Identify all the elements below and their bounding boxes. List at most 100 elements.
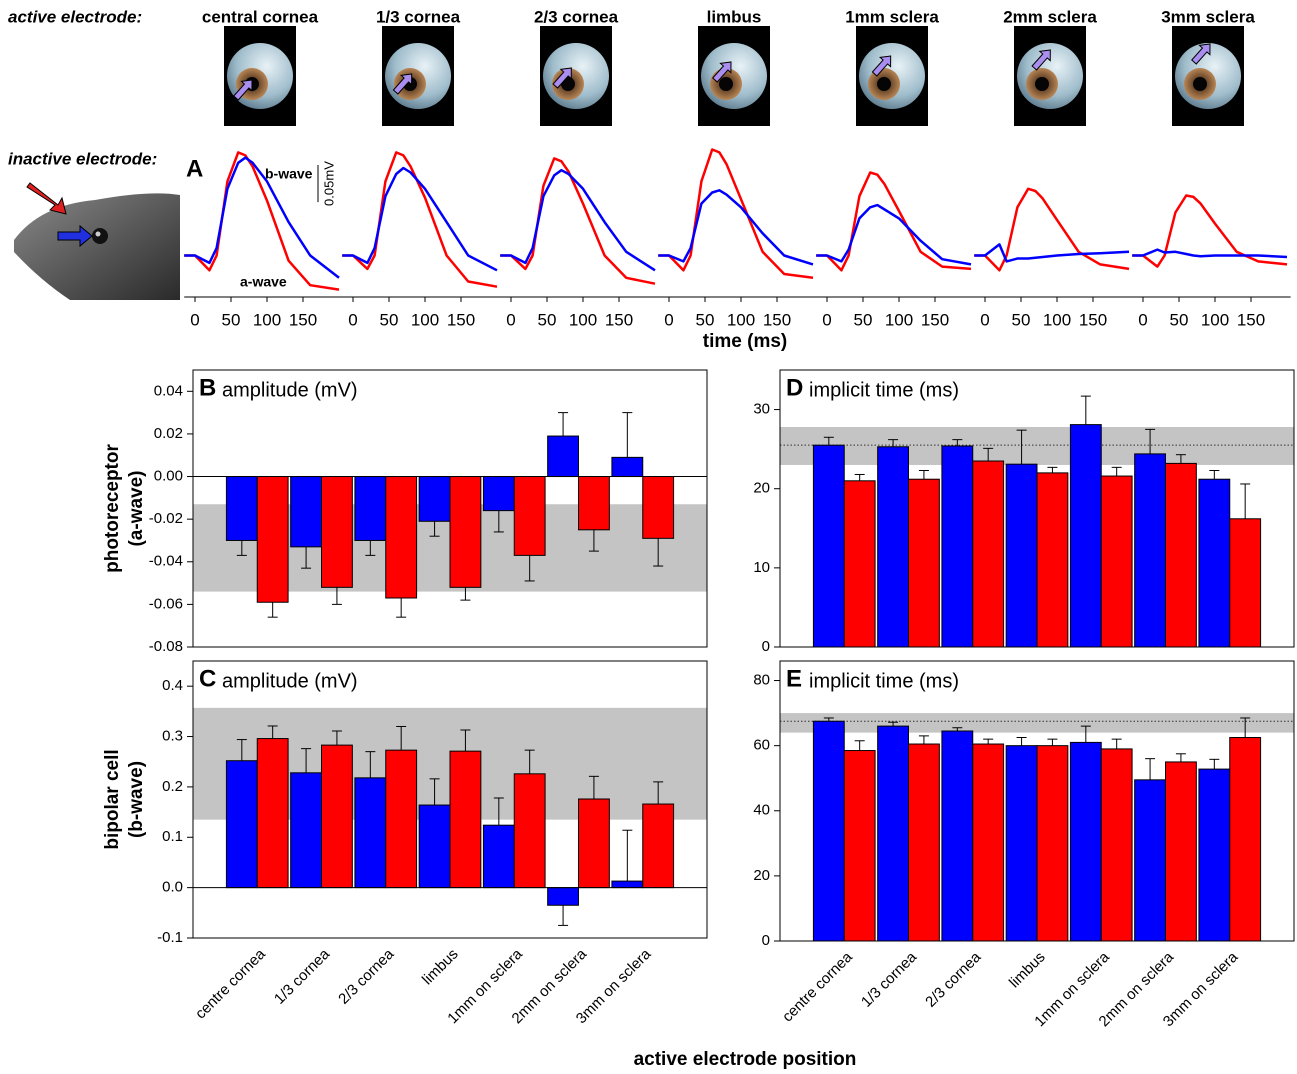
x-tick-label: 50 bbox=[1012, 310, 1031, 329]
bar bbox=[972, 460, 1005, 648]
eye-image bbox=[1172, 26, 1244, 126]
x-tick-label: 150 bbox=[921, 310, 949, 329]
x-tick-label: 150 bbox=[289, 310, 317, 329]
panel-title: implicit time (ms) bbox=[809, 379, 959, 401]
eye-image bbox=[856, 26, 928, 126]
wave-annotation: a-wave bbox=[240, 274, 287, 290]
arrow-shape bbox=[1031, 49, 1051, 71]
y-tick-label: 30 bbox=[753, 401, 770, 418]
electrode-position-label: 2/3 cornea bbox=[534, 7, 619, 26]
x-tick-label: 150 bbox=[447, 310, 475, 329]
bar bbox=[1005, 745, 1038, 942]
bar bbox=[611, 880, 644, 889]
x-tick-label: 150 bbox=[605, 310, 633, 329]
bar bbox=[812, 720, 845, 942]
error-bar bbox=[1080, 725, 1091, 743]
error-bar bbox=[236, 540, 247, 556]
pupil bbox=[719, 77, 733, 91]
error-bar bbox=[301, 546, 312, 569]
bar bbox=[482, 476, 515, 512]
bar bbox=[482, 824, 515, 889]
trace bbox=[658, 148, 814, 280]
y-tick-label: 80 bbox=[753, 672, 770, 689]
y-axis-label: photoreceptor bbox=[102, 444, 123, 573]
error-bar bbox=[823, 436, 834, 446]
y-tick-label: 0.3 bbox=[162, 728, 183, 745]
trace bbox=[1132, 248, 1288, 259]
bar bbox=[1134, 453, 1167, 648]
active-label: active electrode: bbox=[8, 7, 142, 26]
x-tick-label: centre cornea bbox=[192, 945, 269, 1022]
arrow-shape bbox=[392, 73, 413, 95]
error-bar bbox=[1209, 470, 1220, 480]
bar bbox=[1100, 475, 1133, 648]
y-tick-label: 20 bbox=[753, 867, 770, 884]
arrow-shape bbox=[1191, 43, 1211, 65]
bar bbox=[290, 772, 323, 889]
bar bbox=[513, 476, 546, 556]
x-tick-label: 100 bbox=[253, 310, 281, 329]
plot-frame bbox=[192, 369, 708, 648]
error-bar bbox=[1240, 483, 1251, 519]
x-tick-label: 0 bbox=[190, 310, 199, 329]
bar bbox=[1229, 737, 1262, 942]
bar bbox=[843, 750, 876, 942]
bar bbox=[256, 476, 289, 603]
y-tick-label: 0.02 bbox=[154, 425, 183, 442]
error-bar bbox=[588, 775, 599, 799]
error-bar bbox=[267, 602, 278, 618]
bar bbox=[1036, 745, 1069, 942]
y-tick-label: 0.0 bbox=[162, 879, 183, 896]
bar bbox=[354, 476, 387, 541]
x-tick-label: 150 bbox=[763, 310, 791, 329]
x-tick-label: 1/3 cornea bbox=[858, 948, 921, 1011]
electrode-arrow bbox=[712, 61, 732, 83]
y-tick-label: 60 bbox=[753, 737, 770, 754]
x-tick-label: 1/3 cornea bbox=[271, 945, 334, 1008]
position-axis-label: active electrode position bbox=[634, 1049, 857, 1070]
bar bbox=[547, 887, 579, 906]
panel-label: A bbox=[186, 155, 203, 182]
trace bbox=[974, 187, 1130, 272]
bar bbox=[642, 476, 675, 539]
electrode-position-label: 1mm sclera bbox=[845, 7, 939, 26]
x-tick-label: 0 bbox=[506, 310, 515, 329]
electrode-position-label: limbus bbox=[707, 7, 762, 26]
bar bbox=[1229, 518, 1262, 648]
mouse-photo bbox=[10, 178, 180, 300]
electrode-arrow bbox=[1031, 49, 1051, 71]
error-bar bbox=[1175, 454, 1186, 464]
trace bbox=[500, 168, 656, 272]
panel-label: C bbox=[199, 665, 216, 692]
bar bbox=[877, 725, 909, 942]
bar bbox=[1069, 741, 1102, 942]
error-bar bbox=[952, 727, 963, 731]
trace bbox=[1132, 194, 1288, 268]
y-tick-label: 10 bbox=[753, 559, 770, 576]
error-bar bbox=[918, 735, 929, 745]
electrode-position-label: 2mm sclera bbox=[1003, 7, 1097, 26]
inactive-label: inactive electrode: bbox=[8, 149, 157, 168]
bar bbox=[449, 750, 482, 889]
error-bar bbox=[1240, 717, 1251, 738]
error-bar bbox=[1047, 466, 1058, 473]
bar bbox=[385, 749, 418, 889]
trace bbox=[500, 157, 656, 285]
error-bar bbox=[493, 797, 504, 826]
y-tick-label: 0.1 bbox=[162, 828, 183, 845]
x-tick-label: 150 bbox=[1079, 310, 1107, 329]
bar bbox=[256, 738, 289, 889]
bar bbox=[1005, 463, 1038, 648]
bar bbox=[578, 476, 610, 531]
electrode-position-label: 1/3 cornea bbox=[376, 7, 461, 26]
error-bar bbox=[365, 751, 376, 778]
bar bbox=[941, 445, 974, 648]
error-bar bbox=[396, 597, 407, 618]
normal-range-band bbox=[780, 426, 1294, 465]
wave-annotation: b-wave bbox=[265, 166, 313, 182]
x-tick-label: 0 bbox=[1138, 310, 1147, 329]
error-bar bbox=[331, 587, 342, 605]
bar bbox=[290, 476, 323, 548]
